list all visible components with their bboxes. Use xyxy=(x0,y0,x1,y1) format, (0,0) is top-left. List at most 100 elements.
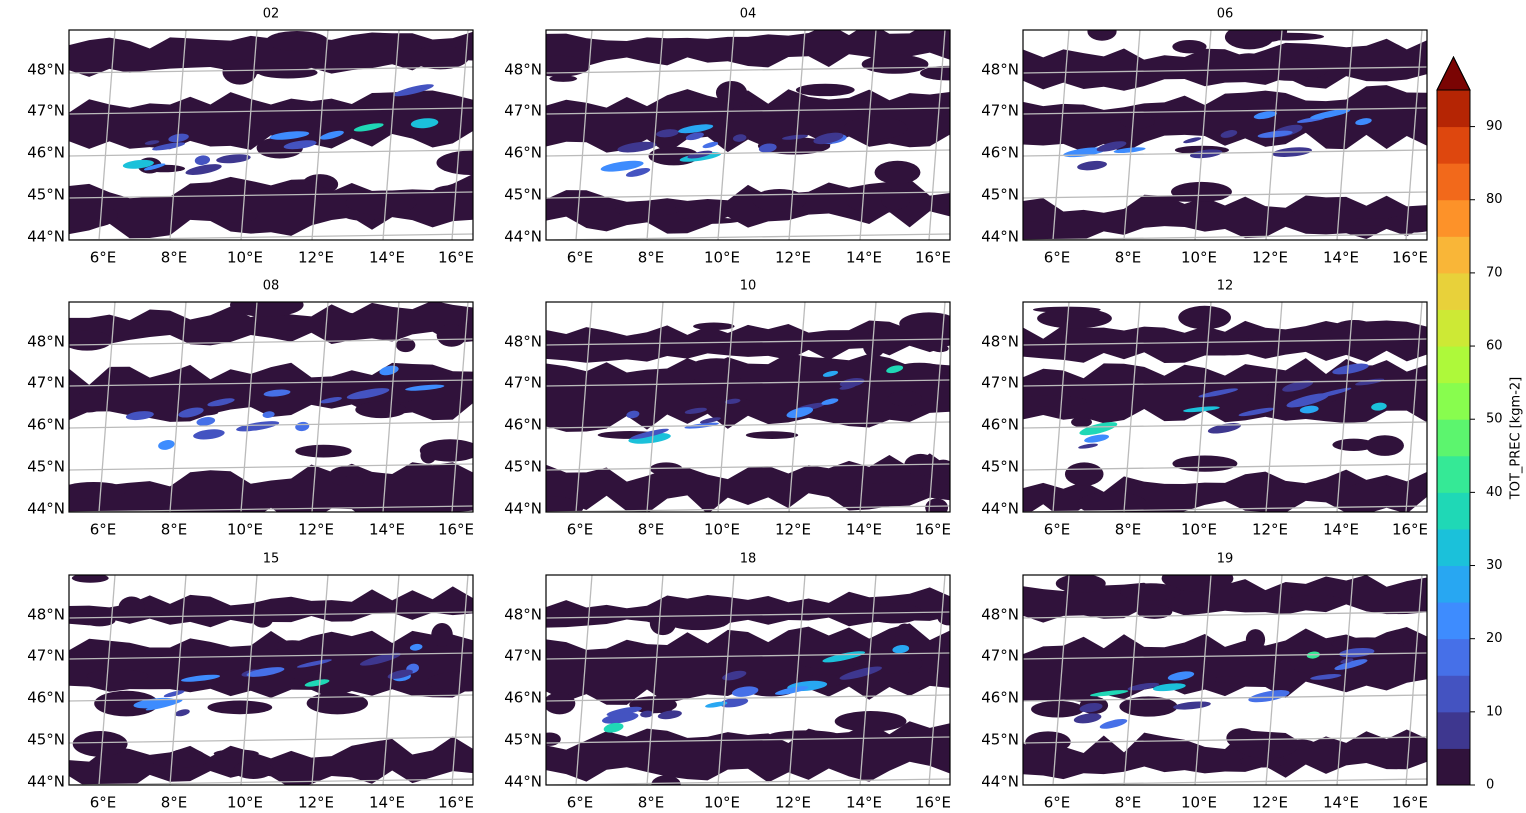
precip-area xyxy=(546,178,950,234)
lat-label: 44°N xyxy=(504,773,542,791)
graticule xyxy=(69,107,473,115)
lon-label: 14°E xyxy=(369,521,405,539)
precip-area xyxy=(1023,575,1427,623)
lat-label: 45°N xyxy=(504,458,542,476)
precip-blob xyxy=(853,482,923,496)
panel-title: 06 xyxy=(1217,7,1234,22)
colorbar-segment xyxy=(1437,711,1470,749)
precip-streak xyxy=(125,411,154,421)
precip-area xyxy=(546,623,950,705)
lat-label: 48°N xyxy=(504,333,542,351)
precip-blob xyxy=(745,431,799,439)
graticule xyxy=(451,575,469,785)
precip-blob xyxy=(937,609,950,626)
precip-blob xyxy=(546,496,584,512)
precip-area xyxy=(69,736,473,785)
precip-streak xyxy=(630,428,669,440)
graticule xyxy=(382,30,400,240)
graticule xyxy=(717,575,735,785)
precip-streak xyxy=(1220,130,1238,138)
graticule xyxy=(575,30,593,240)
precip-blob xyxy=(1298,102,1357,111)
lat-label: 44°N xyxy=(27,773,65,791)
precip-blob xyxy=(295,444,352,458)
lat-label: 45°N xyxy=(981,458,1019,476)
precip-streak xyxy=(193,429,225,440)
graticule xyxy=(1336,575,1354,785)
precip-blob xyxy=(381,378,420,403)
lon-label: 8°E xyxy=(638,249,665,267)
colorbar-segment xyxy=(1437,90,1470,128)
precip-blob xyxy=(834,711,907,732)
lon-label: 12°E xyxy=(298,521,334,539)
graticule xyxy=(169,575,187,785)
lon-label: 8°E xyxy=(161,249,188,267)
map-panel xyxy=(546,302,950,512)
lon-label: 14°E xyxy=(369,794,405,812)
precip-streak xyxy=(181,674,221,682)
precip-streak xyxy=(320,397,342,404)
precip-streak xyxy=(304,679,330,687)
graticule xyxy=(575,302,593,512)
graticule xyxy=(311,302,329,512)
lon-label: 10°E xyxy=(704,521,740,539)
precip-streak xyxy=(359,652,401,666)
precip-blob xyxy=(1023,221,1056,239)
precip-streak xyxy=(1310,108,1351,120)
precip-blob xyxy=(931,344,949,353)
precip-blob xyxy=(899,312,950,335)
lon-label: 14°E xyxy=(1323,249,1359,267)
lat-label: 47°N xyxy=(504,374,542,392)
precip-streak xyxy=(839,377,865,388)
precip-streak xyxy=(886,365,904,374)
precip-blob xyxy=(653,607,718,618)
lat-label: 45°N xyxy=(504,731,542,749)
precip-blob xyxy=(804,601,824,613)
precip-streak xyxy=(1253,111,1277,120)
precip-blob xyxy=(843,116,908,140)
precip-blob xyxy=(546,55,591,77)
panel-title: 12 xyxy=(1217,279,1234,294)
lon-label: 16°E xyxy=(1392,521,1428,539)
lon-label: 8°E xyxy=(638,794,665,812)
precip-blob xyxy=(752,188,807,213)
graticule xyxy=(69,611,473,619)
lon-label: 8°E xyxy=(161,794,188,812)
precip-streak xyxy=(640,710,654,718)
graticule xyxy=(546,191,950,199)
precip-blob xyxy=(258,66,318,79)
lon-label: 10°E xyxy=(1181,521,1217,539)
graticule xyxy=(1265,575,1283,785)
colorbar-segment xyxy=(1437,272,1470,310)
precip-streak xyxy=(656,129,679,138)
lon-label: 6°E xyxy=(90,794,117,812)
precip-blob xyxy=(1330,637,1404,651)
colorbar-extend xyxy=(1436,55,1471,91)
lat-label: 47°N xyxy=(981,374,1019,392)
panel-title: 10 xyxy=(740,279,757,294)
precip-blob xyxy=(676,217,741,224)
precip-streak xyxy=(1257,130,1293,138)
precip-area xyxy=(546,315,950,363)
precip-area xyxy=(69,462,473,512)
graticule xyxy=(928,302,946,512)
precip-blob xyxy=(1031,700,1085,718)
lon-label: 16°E xyxy=(1392,794,1428,812)
precip-streak xyxy=(617,141,657,153)
panel-frame xyxy=(1022,29,1428,241)
graticule xyxy=(1023,736,1427,744)
precip-streak xyxy=(786,407,814,418)
colorbar-tick-label: 10 xyxy=(1486,704,1503,719)
precip-streak xyxy=(1090,690,1129,697)
graticule xyxy=(451,302,469,512)
precip-streak xyxy=(1299,405,1319,414)
precip-blob xyxy=(1290,654,1333,674)
precip-streak xyxy=(1248,690,1290,703)
lat-label: 44°N xyxy=(981,500,1019,518)
precip-blob xyxy=(887,390,922,407)
graticule xyxy=(1194,575,1212,785)
graticule xyxy=(1023,505,1427,512)
precip-streak xyxy=(1127,682,1160,691)
precip-streak xyxy=(1079,702,1103,713)
map-panel xyxy=(1023,302,1427,512)
